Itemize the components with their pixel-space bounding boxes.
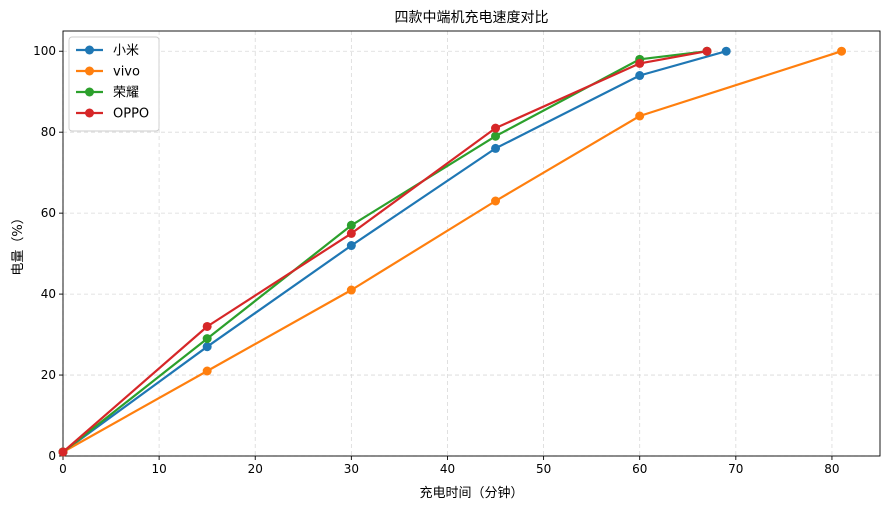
x-tick-label: 10 xyxy=(151,462,166,476)
series-4 xyxy=(58,46,712,457)
series-line xyxy=(61,50,728,454)
x-tick-label: 20 xyxy=(248,462,263,476)
data-point xyxy=(202,366,212,376)
series-layer xyxy=(58,46,847,457)
data-point xyxy=(491,131,501,141)
y-tick-label: 0 xyxy=(48,449,56,463)
legend-box xyxy=(68,36,160,132)
x-tick-label: 80 xyxy=(824,462,839,476)
data-point xyxy=(491,143,501,153)
data-point xyxy=(58,447,68,457)
x-tick-label: 70 xyxy=(728,462,743,476)
legend-swatch-marker xyxy=(85,66,94,76)
x-tick-label: 40 xyxy=(440,462,455,476)
data-point xyxy=(202,321,212,331)
y-tick-label: 60 xyxy=(41,206,56,220)
data-point xyxy=(202,342,212,352)
legend-label: OPPO xyxy=(113,107,149,122)
x-tick-label: 60 xyxy=(632,462,647,476)
y-axis-label: 电量（%） xyxy=(11,211,26,275)
plot-frame xyxy=(62,30,881,457)
x-tick-label: 0 xyxy=(59,462,67,476)
legend-label: 小米 xyxy=(113,44,139,59)
data-point xyxy=(635,111,645,121)
y-tick-label: 20 xyxy=(41,368,56,382)
legend: 小米 vivo 荣耀 OPPO xyxy=(68,36,160,132)
legend-label: vivo xyxy=(113,65,140,80)
data-point xyxy=(702,46,712,56)
x-axis-label: 充电时间（分钟） xyxy=(419,485,523,501)
axis-ticks: 0 10 20 30 40 50 60 70 80 0 20 40 60 80 100 xyxy=(33,44,839,476)
legend-label: 荣耀 xyxy=(113,86,139,101)
data-point xyxy=(346,241,356,251)
legend-swatch-marker xyxy=(85,87,94,97)
grid xyxy=(62,31,880,457)
chart-title: 四款中端机充电速度对比 xyxy=(395,10,549,26)
data-point xyxy=(635,71,645,81)
x-tick-label: 50 xyxy=(536,462,551,476)
y-tick-label: 80 xyxy=(41,125,56,139)
data-point xyxy=(202,334,212,344)
data-point xyxy=(491,196,501,206)
data-point xyxy=(721,46,731,56)
data-point xyxy=(837,46,847,56)
series-line xyxy=(61,50,843,454)
series-2 xyxy=(58,46,847,457)
y-tick-label: 100 xyxy=(33,44,56,58)
series-line xyxy=(61,50,709,454)
data-point xyxy=(346,285,356,295)
x-tick-label: 30 xyxy=(344,462,359,476)
series-line xyxy=(61,50,709,454)
data-point xyxy=(346,220,356,230)
data-point xyxy=(491,123,501,133)
data-point xyxy=(635,58,645,68)
y-tick-label: 40 xyxy=(41,287,56,301)
data-point xyxy=(346,228,356,238)
legend-swatch-marker xyxy=(85,45,94,55)
legend-swatch-marker xyxy=(85,108,94,118)
